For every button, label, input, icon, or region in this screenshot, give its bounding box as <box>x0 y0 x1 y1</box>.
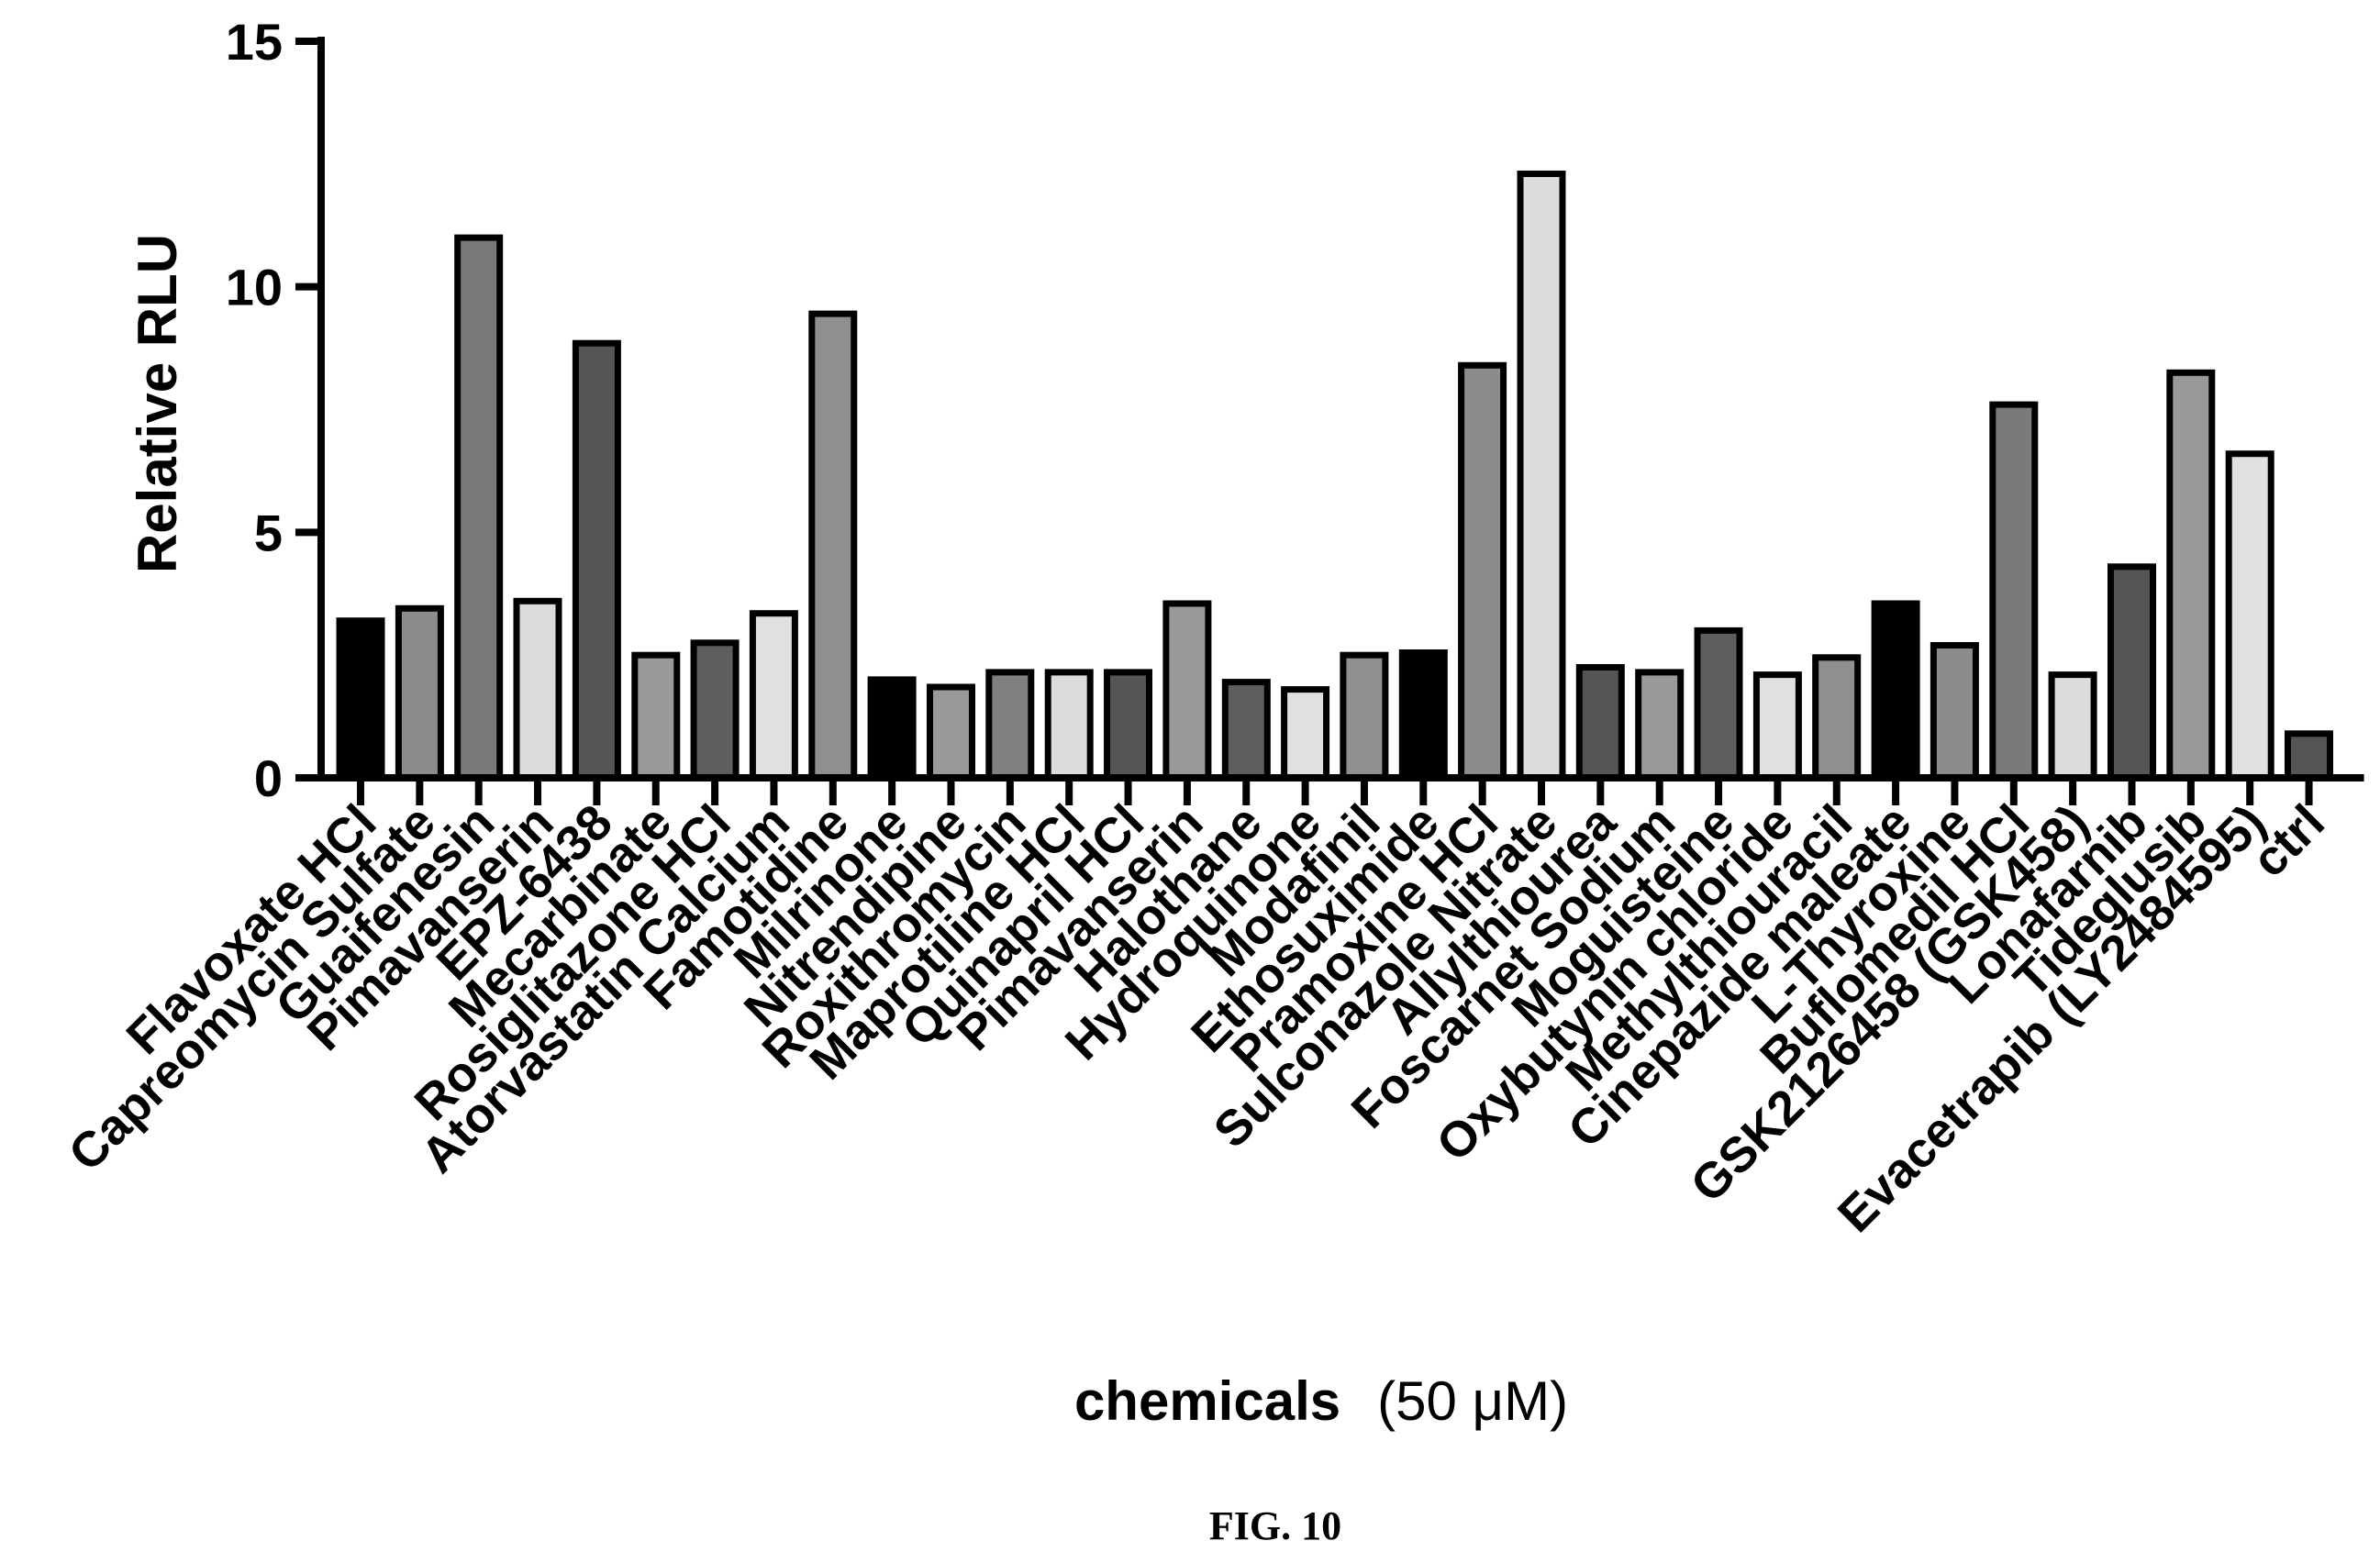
bar <box>690 639 740 782</box>
bar <box>1104 669 1152 782</box>
bar <box>1635 669 1685 782</box>
bar <box>631 651 681 782</box>
bar <box>1221 679 1271 782</box>
bar <box>1458 361 1507 782</box>
bar <box>395 604 444 782</box>
bar <box>2166 369 2216 782</box>
x-axis-unit: (50 μM) <box>1377 1370 1568 1432</box>
bar <box>1517 171 1566 782</box>
bar <box>336 617 385 782</box>
bar <box>572 339 621 782</box>
bar <box>1930 642 1979 782</box>
bar <box>1812 654 1862 782</box>
x-tick-label: ctrl <box>2241 794 2335 888</box>
bar <box>808 310 858 782</box>
y-axis-title: Relative RLU <box>127 234 188 573</box>
bar <box>1044 669 1094 782</box>
bar <box>1989 401 2039 782</box>
bar <box>985 669 1035 782</box>
bar <box>1340 651 1389 782</box>
bar <box>1398 649 1448 782</box>
y-tick-label: 10 <box>226 259 283 316</box>
figure-caption: FIG. 10 <box>1209 1503 1341 1548</box>
bar <box>2108 563 2156 782</box>
bar <box>513 597 562 782</box>
y-axis: 0 5 10 15 <box>226 13 325 807</box>
y-tick-label: 15 <box>226 13 283 71</box>
x-axis-title: chemicals <box>1074 1370 1340 1432</box>
bar <box>1752 671 1802 782</box>
y-tick-label: 5 <box>254 504 283 561</box>
bar <box>749 610 798 782</box>
bar <box>2225 450 2274 782</box>
bar <box>927 683 975 782</box>
bar <box>454 234 504 782</box>
x-axis-title-group: chemicals (50 μM) <box>1074 1370 1568 1432</box>
bar <box>2285 730 2333 782</box>
y-tick-label: 0 <box>254 749 283 807</box>
bar <box>1281 686 1330 782</box>
bar <box>1871 600 1920 782</box>
bar <box>867 676 917 782</box>
bar <box>1162 600 1212 782</box>
bar <box>1694 626 1743 782</box>
bar <box>2048 671 2097 782</box>
bar <box>1575 664 1625 782</box>
bars-group <box>336 171 2333 782</box>
